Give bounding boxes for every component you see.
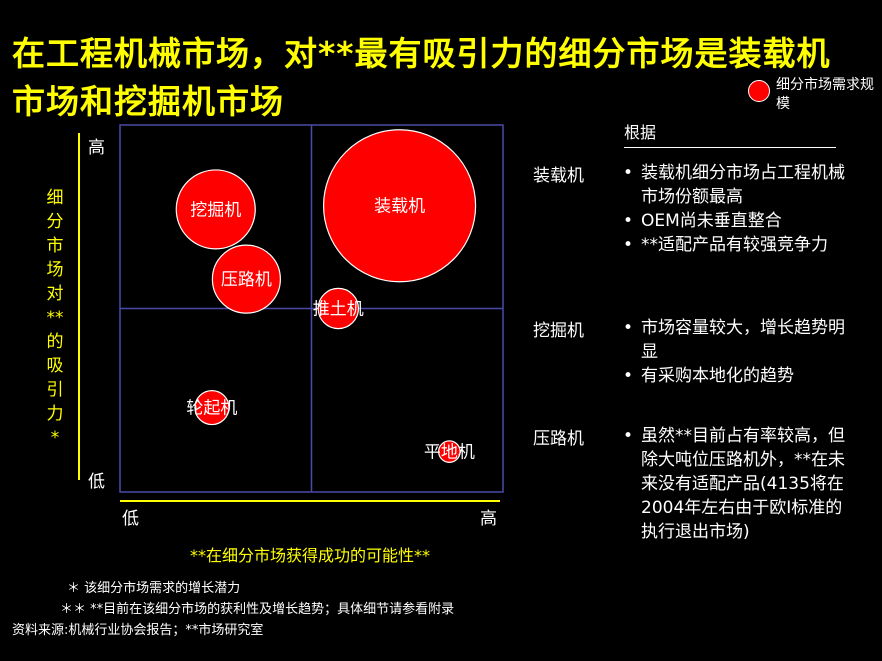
bubble-label: 平地机 bbox=[424, 443, 475, 463]
footnotes: ＊ 该细分市场需求的增长潜力 ＊＊ **目前在该细分市场的获利性及增长趋势；具体… bbox=[12, 578, 872, 641]
bubble-label: 轮起机 bbox=[186, 399, 237, 419]
footnote-2: ＊＊ **目前在该细分市场的获利性及增长趋势；具体细节请参看附录 bbox=[60, 602, 455, 617]
source-note: 资料来源:机械行业协会报告；**市场研究室 bbox=[12, 623, 264, 638]
x-tick-low: 低 bbox=[122, 509, 139, 529]
bubble-label: 压路机 bbox=[221, 270, 272, 290]
x-tick-high: 高 bbox=[480, 509, 497, 529]
footnote-1: ＊ 该细分市场需求的增长潜力 bbox=[67, 581, 241, 596]
reason-point: 市场容量较大，增长趋势明显 bbox=[621, 316, 851, 364]
bubble bbox=[438, 440, 461, 463]
bubble bbox=[175, 169, 256, 250]
reason-point: 虽然**目前占有率较高，但除大吨位压路机外，**在未来没有适配产品(4135将在… bbox=[621, 424, 851, 544]
legend-bubble-icon bbox=[748, 80, 770, 102]
reason-label: 挖掘机 bbox=[533, 321, 584, 341]
x-axis-line bbox=[120, 500, 500, 502]
reason-label: 压路机 bbox=[533, 429, 584, 449]
bubble bbox=[322, 129, 477, 283]
page-title: 在工程机械市场，对**最有吸引力的细分市场是装载机市场和挖掘机市场 bbox=[12, 34, 831, 121]
y-tick-high: 高 bbox=[88, 138, 105, 158]
bubble-label: 推土机 bbox=[313, 300, 364, 320]
y-tick-low: 低 bbox=[88, 472, 105, 492]
bubble bbox=[194, 389, 230, 426]
basis-header: 根据 bbox=[624, 119, 836, 148]
y-axis-line bbox=[78, 133, 80, 480]
reason-point: **适配产品有较强竞争力 bbox=[621, 233, 851, 257]
reason-label: 装载机 bbox=[533, 166, 584, 186]
bubble-label: 装载机 bbox=[374, 197, 425, 217]
bubble-label: 挖掘机 bbox=[190, 200, 241, 220]
legend-label: 细分市场需求规模 bbox=[776, 77, 874, 112]
y-axis-label: 细分市场对**的吸引力* bbox=[46, 188, 64, 448]
reason-point: 装载机细分市场占工程机械市场份额最高 bbox=[621, 161, 851, 209]
reason-point: OEM尚未垂直整合 bbox=[621, 209, 851, 233]
bubble bbox=[317, 287, 360, 330]
x-axis-label: **在细分市场获得成功的可能性** bbox=[189, 546, 430, 565]
bubble bbox=[211, 244, 281, 314]
reason-point: 有采购本地化的趋势 bbox=[621, 364, 851, 388]
